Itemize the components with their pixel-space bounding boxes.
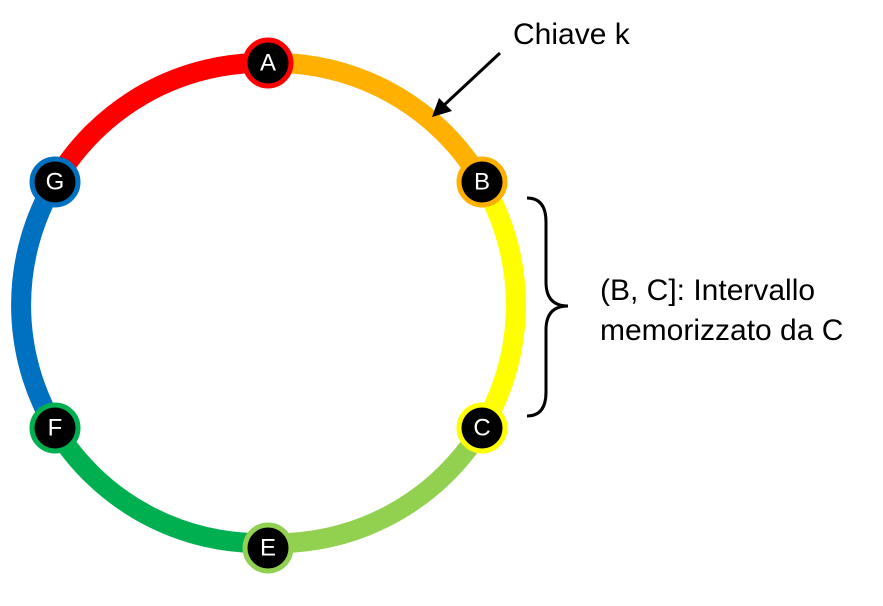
node-label-e: E — [260, 535, 276, 562]
arc-e-f — [46, 422, 269, 554]
arc-f-g — [11, 176, 64, 434]
arc-g-a — [46, 52, 269, 188]
key-arrow — [432, 51, 502, 117]
node-label-b: B — [474, 169, 490, 196]
interval-label-line2: memorizzato da C — [600, 314, 843, 347]
interval-label-line1: (B, C]: Intervallo — [600, 274, 815, 307]
node-label-f: F — [48, 415, 63, 442]
node-b: B — [456, 156, 508, 208]
node-label-a: A — [260, 50, 276, 77]
node-c: C — [456, 402, 508, 454]
arc-a-b — [267, 52, 491, 188]
node-f: F — [29, 402, 81, 454]
node-e: E — [242, 522, 294, 574]
node-a: A — [242, 37, 294, 89]
node-g: G — [29, 156, 81, 208]
arc-b-c — [473, 176, 526, 434]
key-label: Chiave k — [513, 18, 631, 51]
interval-brace — [526, 196, 569, 418]
node-label-g: G — [46, 169, 65, 196]
node-label-c: C — [473, 415, 490, 442]
arc-c-e — [267, 422, 491, 554]
